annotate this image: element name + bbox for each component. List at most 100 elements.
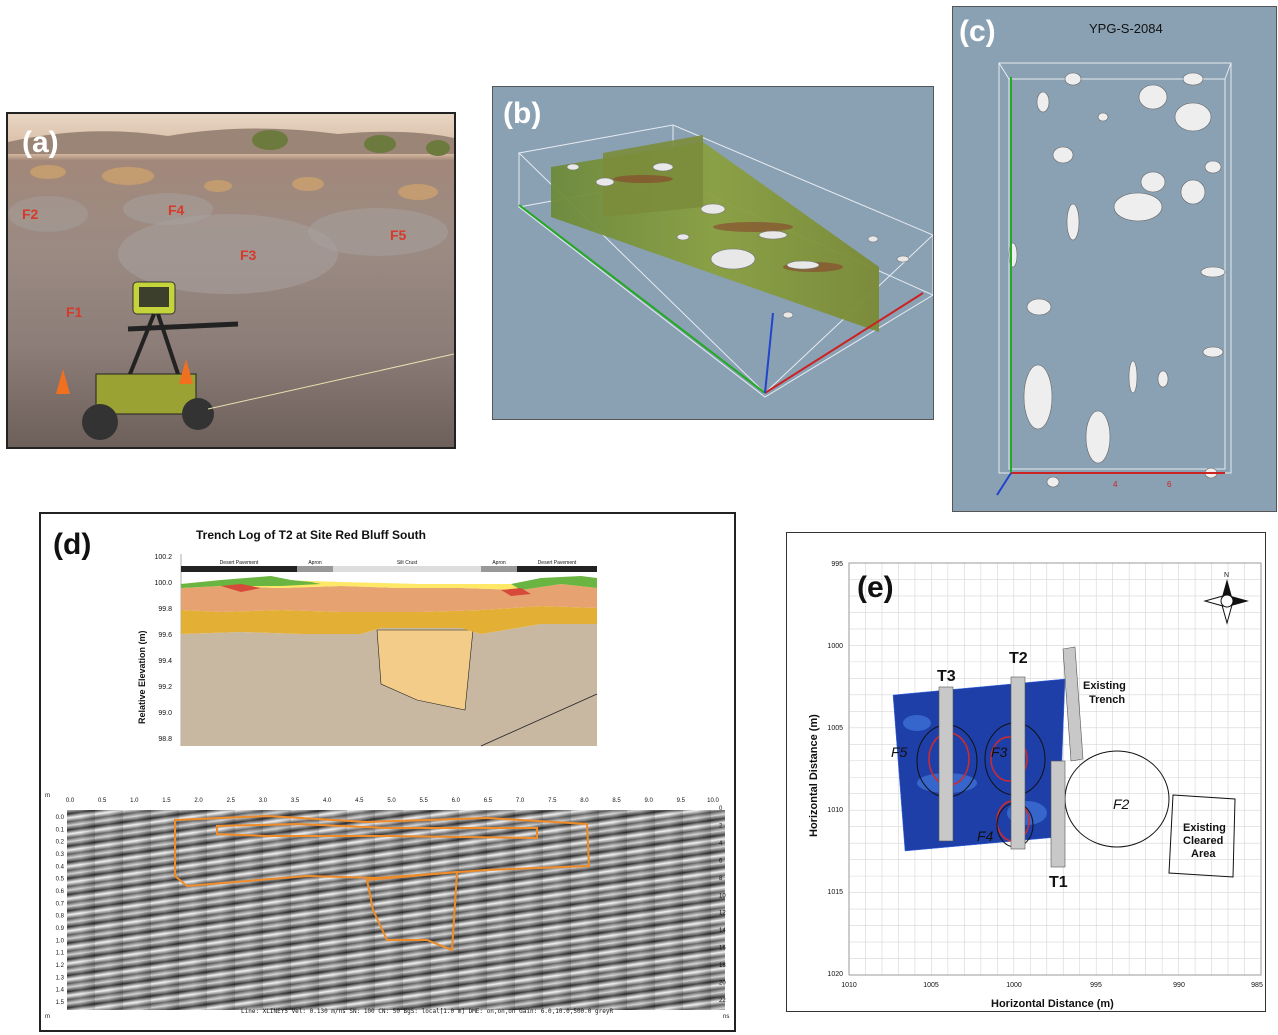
svg-text:Trench: Trench bbox=[1089, 694, 1125, 706]
gpr-xtick: 5.0 bbox=[387, 798, 396, 804]
trench-log-chart: Relative Elevation (m) 100.2 100.0 99.8 … bbox=[137, 554, 598, 747]
gpr-xtick: 1.5 bbox=[162, 798, 171, 804]
gpr-ytick: 0.9 bbox=[56, 926, 65, 932]
gpr-profile bbox=[67, 810, 725, 1010]
trench-ytick: 99.8 bbox=[158, 606, 172, 613]
gpr-ytick: 1.0 bbox=[56, 938, 65, 944]
gpr-ytick: 0.5 bbox=[56, 877, 65, 883]
gpr-xtick: 9.0 bbox=[645, 798, 654, 804]
trench-ytick: 100.0 bbox=[154, 580, 172, 587]
gpr-xtick: 4.5 bbox=[355, 798, 364, 804]
zone-label: Desert Pavement bbox=[538, 560, 577, 566]
map-xlabel: Horizontal Distance (m) bbox=[991, 998, 1114, 1010]
gpr-ytick: 0.2 bbox=[56, 840, 65, 846]
north-label: N bbox=[1224, 572, 1229, 579]
map-ytick: 1010 bbox=[827, 807, 843, 814]
panel-c-3d-view: (c) YPG-S-2084 bbox=[952, 6, 1277, 512]
map-ytick: 995 bbox=[831, 561, 843, 568]
gpr-ytick: 0.8 bbox=[56, 914, 65, 920]
gpr-annotation bbox=[174, 814, 591, 952]
feature-label-f2: F2 bbox=[1113, 796, 1130, 812]
panel-b-label: (b) bbox=[503, 97, 542, 130]
map-xtick: 1010 bbox=[841, 982, 857, 989]
trench-ytick: 99.6 bbox=[158, 632, 172, 639]
map-ytick: 1020 bbox=[827, 971, 843, 978]
gpr-xtick: 7.5 bbox=[548, 798, 557, 804]
svg-text:Area: Area bbox=[1191, 848, 1216, 860]
gpr-ytick: 0.6 bbox=[56, 889, 65, 895]
feature-label-f5: F5 bbox=[891, 744, 908, 760]
gpr-unit-top: m bbox=[45, 793, 50, 799]
panel-c-tick-4: 4 bbox=[1113, 480, 1118, 489]
map-xtick: 990 bbox=[1173, 982, 1185, 989]
panel-e-label: (e) bbox=[857, 571, 894, 604]
trench-label-t2: T2 bbox=[1009, 650, 1028, 667]
trench-label-t3: T3 bbox=[937, 668, 956, 685]
feature-label-f3: F3 bbox=[991, 744, 1008, 760]
gpr-xtick: 10.0 bbox=[707, 798, 719, 804]
gpr-xtick: 2.0 bbox=[194, 798, 203, 804]
gpr-xtick: 3.5 bbox=[291, 798, 300, 804]
zone-label: Silt Crust bbox=[397, 560, 418, 566]
gpr-3d-cube bbox=[517, 124, 933, 398]
cleared-area-label: Existing Cleared Area bbox=[1183, 822, 1226, 860]
map-xtick: 1000 bbox=[1006, 982, 1022, 989]
gpr-xtick: 8.5 bbox=[612, 798, 621, 804]
gpr-xtick: 6.5 bbox=[484, 798, 493, 804]
gpr-ytick: 1.4 bbox=[56, 988, 65, 994]
gpr-ytick: 0.4 bbox=[56, 864, 65, 870]
gpr-xtick: 8.0 bbox=[580, 798, 589, 804]
map-ytick: 1015 bbox=[827, 889, 843, 896]
gpr-footer: Line: XLINEY5 Vel: 0.130 m/ns SN: 100 CN… bbox=[241, 1008, 614, 1015]
gpr-ytick: 1.3 bbox=[56, 975, 65, 981]
gpr-cart bbox=[82, 281, 239, 440]
gpr-xtick: 2.5 bbox=[227, 798, 236, 804]
zone-label: Desert Pavement bbox=[220, 560, 259, 566]
trench-ytick: 99.4 bbox=[158, 658, 172, 665]
panel-c-tick-6: 6 bbox=[1167, 480, 1172, 489]
gpr-xtick: 0.5 bbox=[98, 798, 107, 804]
panel-c-label: (c) bbox=[959, 15, 996, 48]
trench-ylabel: Relative Elevation (m) bbox=[137, 630, 147, 724]
gpr-xtick: 0.0 bbox=[66, 798, 75, 804]
panel-c-title: YPG-S-2084 bbox=[1089, 21, 1163, 36]
feature-label-f5: F5 bbox=[390, 227, 407, 243]
map-ytick: 1005 bbox=[827, 725, 843, 732]
map-xtick: 995 bbox=[1090, 982, 1102, 989]
field-scene bbox=[8, 128, 454, 440]
map-ylabel: Horizontal Distance (m) bbox=[808, 714, 820, 837]
panel-a-label: (a) bbox=[22, 126, 59, 159]
trench-ytick: 100.2 bbox=[154, 554, 172, 561]
gpr-ytick: 1.2 bbox=[56, 963, 65, 969]
panel-b-3d-view: (b) bbox=[492, 86, 934, 420]
trench-label-t1: T1 bbox=[1049, 874, 1068, 891]
feature-label-f2: F2 bbox=[22, 206, 39, 222]
gpr-xtick: 9.5 bbox=[677, 798, 686, 804]
north-arrow-icon bbox=[1203, 579, 1249, 625]
feature-label-f3: F3 bbox=[240, 247, 257, 263]
gpr-unit-ns: ns bbox=[723, 1014, 729, 1020]
gpr-ytick: 1.5 bbox=[56, 1000, 65, 1006]
svg-text:Existing: Existing bbox=[1083, 680, 1126, 692]
gpr-ytick: 0.3 bbox=[56, 852, 65, 858]
site-map: N 995 bbox=[808, 561, 1263, 1010]
gpr-ytick: 0.0 bbox=[56, 815, 65, 821]
gpr-3d-topview: 4 6 bbox=[996, 62, 1232, 496]
trench-ytick: 99.0 bbox=[158, 710, 172, 717]
gpr-xtick: 7.0 bbox=[516, 798, 525, 804]
zone-label: Apron bbox=[308, 560, 322, 566]
svg-text:Existing: Existing bbox=[1183, 822, 1226, 834]
existing-trench-label: Existing Trench bbox=[1083, 680, 1126, 706]
gpr-xtick: 5.5 bbox=[419, 798, 428, 804]
gpr-ytick: 0.1 bbox=[56, 827, 65, 833]
feature-label-f4: F4 bbox=[977, 828, 994, 844]
feature-label-f4: F4 bbox=[168, 202, 185, 218]
gpr-xtick: 6.0 bbox=[452, 798, 461, 804]
map-xtick: 1005 bbox=[923, 982, 939, 989]
trench-log-title: Trench Log of T2 at Site Red Bluff South bbox=[196, 528, 426, 542]
svg-text:Cleared: Cleared bbox=[1183, 835, 1223, 847]
gpr-ytick: 0.7 bbox=[56, 901, 65, 907]
gpr-xtick: 3.0 bbox=[259, 798, 268, 804]
trench-ytick: 98.8 bbox=[158, 736, 172, 743]
map-ytick: 1000 bbox=[827, 643, 843, 650]
